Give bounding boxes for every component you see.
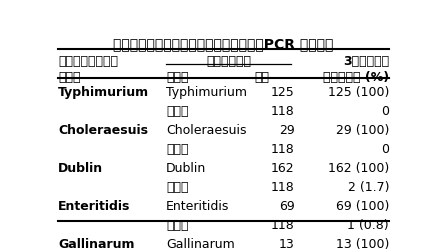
Text: 118: 118	[271, 142, 294, 155]
Text: 同定しようとする: 同定しようとする	[58, 55, 118, 68]
Text: Gallinarum: Gallinarum	[166, 237, 235, 250]
Text: その他: その他	[166, 142, 188, 155]
Text: Choleraesuis: Choleraesuis	[166, 124, 246, 136]
Text: 表１．サルモネラ血清型特異的遺伝子のPCR 検出結果: 表１．サルモネラ血清型特異的遺伝子のPCR 検出結果	[113, 37, 334, 51]
Text: 2 (1.7): 2 (1.7)	[347, 180, 389, 193]
Text: 162: 162	[271, 161, 294, 174]
Text: 13 (100): 13 (100)	[336, 237, 389, 250]
Text: となる株数 (%): となる株数 (%)	[323, 70, 389, 83]
Text: 69: 69	[279, 199, 294, 212]
Text: 13: 13	[279, 237, 294, 250]
Text: 血清型: 血清型	[166, 70, 188, 83]
Text: 69 (100): 69 (100)	[336, 199, 389, 212]
Text: Typhimurium: Typhimurium	[166, 86, 247, 99]
Text: 株数: 株数	[255, 70, 270, 83]
Text: 3遺伝子陽性: 3遺伝子陽性	[343, 55, 389, 68]
Text: Enteritidis: Enteritidis	[166, 199, 229, 212]
Text: Gallinarum: Gallinarum	[58, 237, 134, 250]
Text: テンプレート: テンプレート	[206, 55, 251, 68]
Text: Choleraesuis: Choleraesuis	[58, 124, 148, 136]
Text: 118: 118	[271, 218, 294, 231]
Text: Dublin: Dublin	[166, 161, 206, 174]
Text: Typhimurium: Typhimurium	[58, 86, 149, 99]
Text: その他: その他	[166, 218, 188, 231]
Text: 29 (100): 29 (100)	[336, 124, 389, 136]
Text: 血清型: 血清型	[58, 70, 80, 83]
Text: その他: その他	[166, 105, 188, 118]
Text: 29: 29	[279, 124, 294, 136]
Text: 1 (0.8): 1 (0.8)	[347, 218, 389, 231]
Text: その他: その他	[166, 180, 188, 193]
Text: 0: 0	[381, 105, 389, 118]
Text: 0: 0	[381, 142, 389, 155]
Text: 118: 118	[271, 180, 294, 193]
Text: 125 (100): 125 (100)	[327, 86, 389, 99]
Text: 162 (100): 162 (100)	[328, 161, 389, 174]
Text: Dublin: Dublin	[58, 161, 103, 174]
Text: 125: 125	[271, 86, 294, 99]
Text: 118: 118	[271, 105, 294, 118]
Text: Enteritidis: Enteritidis	[58, 199, 130, 212]
